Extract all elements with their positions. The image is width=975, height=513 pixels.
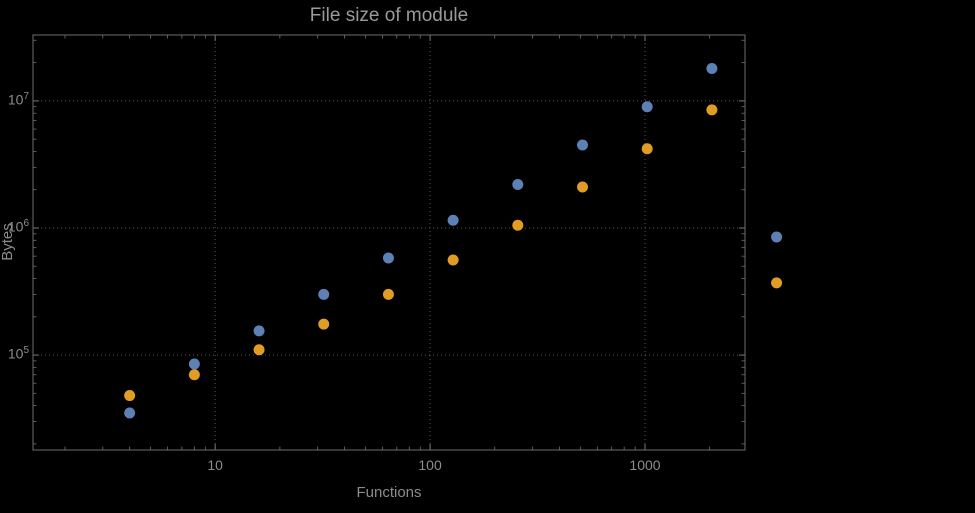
y-tick-base: 10 <box>7 91 24 108</box>
data-point <box>318 288 330 300</box>
data-point <box>577 139 589 151</box>
data-point <box>641 143 653 155</box>
chart-title: File size of module <box>309 5 469 26</box>
data-point <box>447 214 459 226</box>
data-point <box>188 358 200 370</box>
y-tick-exponent: 6 <box>23 217 29 229</box>
data-point <box>706 62 718 74</box>
x-tick-label: 1000 <box>629 457 661 473</box>
y-tick-exponent: 7 <box>23 90 29 102</box>
data-point <box>124 407 136 419</box>
x-tick-label: 10 <box>207 457 223 473</box>
data-point <box>447 254 459 266</box>
data-point <box>641 101 653 113</box>
data-point <box>706 104 718 116</box>
y-tick-exponent: 5 <box>23 345 29 357</box>
data-point <box>771 277 783 289</box>
plot-frame <box>32 34 746 451</box>
x-axis-label: Functions <box>356 484 422 501</box>
y-tick-label: 107 <box>0 91 29 108</box>
data-point <box>124 390 136 402</box>
data-point <box>512 219 524 231</box>
y-tick-label: 106 <box>0 218 29 235</box>
y-tick-base: 10 <box>7 345 24 362</box>
data-point <box>512 178 524 190</box>
data-point <box>382 252 394 264</box>
data-point <box>577 181 589 193</box>
data-point <box>188 369 200 381</box>
data-point <box>253 325 265 337</box>
data-point <box>318 318 330 330</box>
x-tick-label: 100 <box>418 457 442 473</box>
y-tick-label: 105 <box>0 345 29 362</box>
y-tick-base: 10 <box>7 218 24 235</box>
data-point <box>253 344 265 356</box>
data-point <box>382 288 394 300</box>
data-point <box>771 231 783 243</box>
